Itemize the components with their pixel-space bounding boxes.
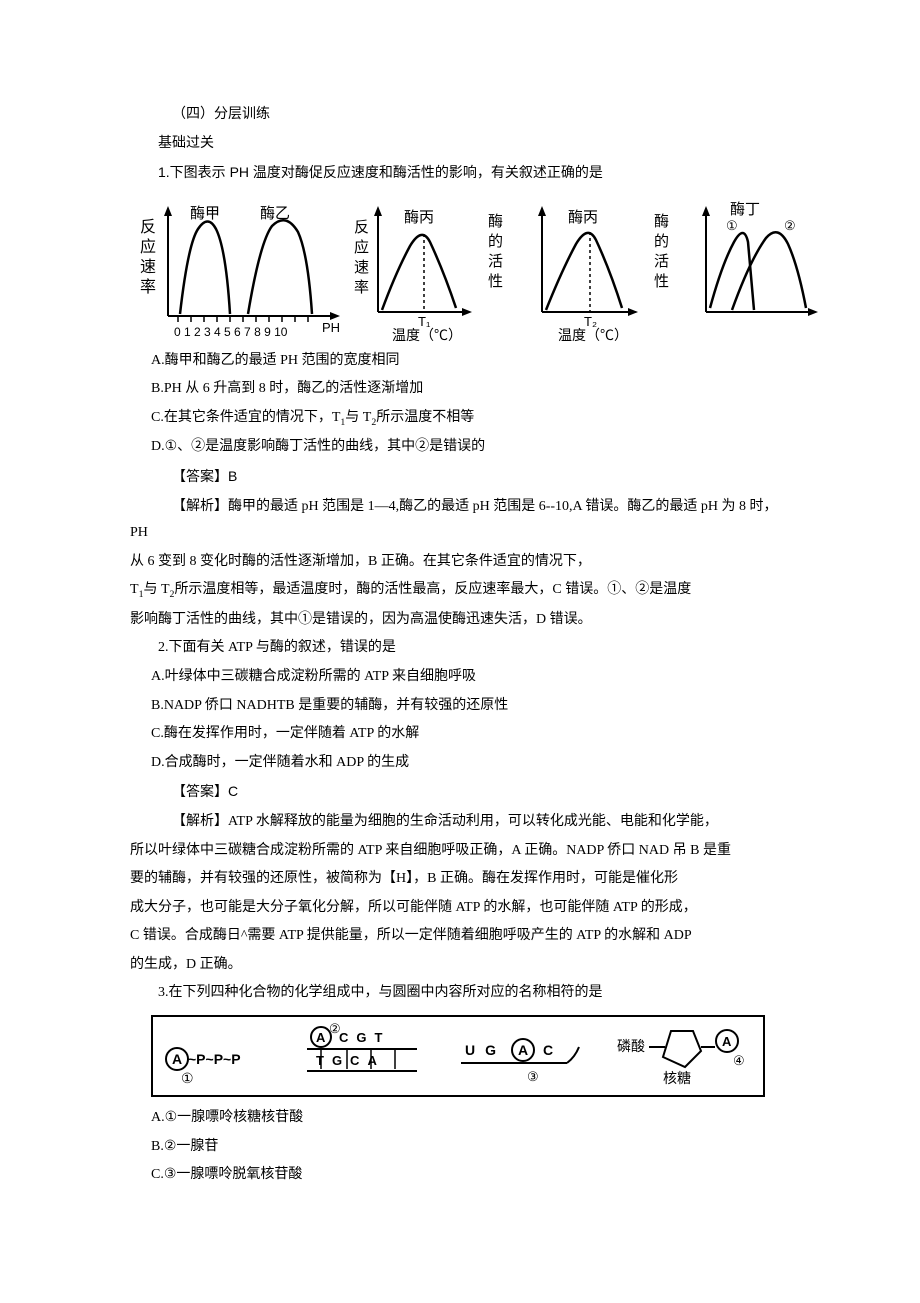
svg-text:活: 活 — [488, 253, 503, 270]
svg-text:酶丁: 酶丁 — [730, 201, 760, 218]
q2-optB: B.NADP 侨口 NADHTB 是重要的辅酶，并有较强的还原性 — [130, 693, 790, 720]
q3-optA: A.①一腺嘌呤核糖核苷酸 — [130, 1105, 790, 1132]
svg-text:性: 性 — [654, 273, 669, 290]
q3-panel1: A ~P~P~P ① — [161, 1021, 271, 1091]
q1-stem: 1.下图表示 PH 温度对酶促反应速度和酶活性的影响，有关叙述正确的是 — [130, 159, 790, 188]
svg-text:酶: 酶 — [654, 213, 669, 230]
q2-answer: 【答案】C — [130, 778, 790, 807]
svg-text:核糖: 核糖 — [663, 1071, 691, 1087]
q3-panel4: 磷酸 A 核糖 ④ — [615, 1021, 755, 1091]
svg-text:的: 的 — [654, 233, 669, 250]
q2-optA: A.叶绿体中三碳糖合成淀粉所需的 ATP 来自细胞呼吸 — [130, 664, 790, 691]
svg-text:活: 活 — [654, 253, 669, 270]
svg-text:~P~P~P: ~P~P~P — [188, 1051, 241, 1067]
q1-optA: A.酶甲和酶乙的最适 PH 范围的宽度相同 — [130, 348, 790, 375]
subsection-header: 基础过关 — [130, 131, 790, 158]
svg-text:C: C — [543, 1042, 553, 1058]
chart-enzyme-ding: 酶丁 ① ② — [688, 194, 828, 344]
q1-explain-3: T1与 T2所示温度相等，最适温度时，酶的活性最高，反应速率最大，C 错误。①、… — [130, 577, 790, 604]
chart1-series2-label: 酶乙 — [260, 205, 290, 222]
svg-text:的: 的 — [488, 233, 503, 250]
svg-text:A: A — [172, 1051, 182, 1067]
svg-text:A: A — [518, 1042, 528, 1058]
svg-text:T₁: T₁ — [418, 314, 431, 329]
q1-explain-2: 从 6 变到 8 变化时酶的活性逐渐增加，B 正确。在其它条件适宜的情况下， — [130, 549, 790, 576]
q3-optC: C.③一腺嘌呤脱氧核苷酸 — [130, 1162, 790, 1189]
q2-explain-3: 要的辅酶，并有较强的还原性，被简称为【H】，B 正确。酶在发挥作用时，可能是催化… — [130, 866, 790, 893]
q1-optC: C.在其它条件适宜的情况下，T1与 T2所示温度不相等 — [130, 405, 790, 432]
q2-stem: 2.下面有关 ATP 与酶的叙述，错误的是 — [130, 635, 790, 662]
svg-text:②: ② — [784, 218, 796, 233]
q1-optD: D.①、②是温度影响酶丁活性的曲线，其中②是错误的 — [130, 434, 790, 461]
svg-text:速: 速 — [140, 258, 156, 276]
svg-text:率: 率 — [140, 278, 156, 296]
svg-text:速: 速 — [354, 259, 369, 276]
q2-explain-1: 【解析】ATP 水解释放的能量为细胞的生命活动利用，可以转化成光能、电能和化学能… — [130, 809, 790, 836]
chart-ph-two-curves: 酶甲 酶乙 反 应 速 率 0 1 2 3 4 5 6 7 8 9 10 PH — [130, 194, 348, 344]
svg-text:应: 应 — [354, 238, 369, 256]
svg-text:①: ① — [726, 218, 738, 233]
q1-explain-1: 【解析】酶甲的最适 pH 范围是 1—4,酶乙的最适 pH 范围是 6--10,… — [130, 494, 790, 547]
chart-temp-t1: 反 应 速 率 酶丙 T₁ 温度（℃） 酶 的 活 性 — [348, 194, 520, 344]
svg-text:③: ③ — [527, 1069, 539, 1084]
svg-text:温度（℃）: 温度（℃） — [558, 328, 628, 344]
chart1-series1-label: 酶甲 — [190, 205, 220, 222]
q3-optB: B.②一腺苷 — [130, 1134, 790, 1161]
svg-text:率: 率 — [354, 279, 369, 296]
q1-answer: 【答案】B — [130, 463, 790, 492]
svg-text:酶: 酶 — [488, 213, 503, 230]
svg-text:PH: PH — [322, 320, 340, 335]
q3-panel2: A CGT TGCA ② — [299, 1021, 429, 1091]
q2-optD: D.合成酶时，一定伴随着水和 ADP 的生成 — [130, 750, 790, 777]
svg-text:酶丙: 酶丙 — [404, 209, 434, 226]
q2-optC: C.酶在发挥作用时，一定伴随着 ATP 的水解 — [130, 721, 790, 748]
q3-panel3: UG A C ③ — [457, 1021, 587, 1091]
q2-explain-4: 成大分子，也可能是大分子氧化分解，所以可能伴随 ATP 的水解，也可能伴随 AT… — [130, 895, 790, 922]
svg-text:温度（℃）: 温度（℃） — [392, 328, 462, 344]
document-page: （四）分层训练 基础过关 1.下图表示 PH 温度对酶促反应速度和酶活性的影响，… — [0, 0, 920, 1251]
svg-text:反: 反 — [140, 218, 156, 236]
svg-text:A: A — [722, 1034, 732, 1049]
q3-figure: A ~P~P~P ① A CGT TGCA ② UG — [151, 1015, 765, 1097]
svg-text:②: ② — [329, 1021, 341, 1036]
q1-optB: B.PH 从 6 升高到 8 时，酶乙的活性逐渐增加 — [130, 376, 790, 403]
svg-text:性: 性 — [488, 273, 503, 290]
q2-explain-5: C 错误。合成酶日^需要 ATP 提供能量，所以一定伴随着细胞呼吸产生的 ATP… — [130, 923, 790, 950]
svg-text:磷酸: 磷酸 — [617, 1039, 645, 1055]
svg-text:④: ④ — [733, 1053, 745, 1068]
q1-explain-4: 影响酶丁活性的曲线，其中①是错误的，因为高温使酶迅速失活，D 错误。 — [130, 607, 790, 634]
q2-explain-6: 的生成，D 正确。 — [130, 952, 790, 979]
section-header: （四）分层训练 — [130, 102, 790, 129]
q1-charts: 酶甲 酶乙 反 应 速 率 0 1 2 3 4 5 6 7 8 9 10 PH … — [130, 194, 790, 344]
svg-text:TGCA: TGCA — [316, 1053, 385, 1068]
svg-text:0 1 2 3 4 5 6 7 8 9 10: 0 1 2 3 4 5 6 7 8 9 10 — [174, 325, 288, 339]
svg-text:A: A — [316, 1030, 326, 1045]
svg-text:酶丙: 酶丙 — [568, 209, 598, 226]
svg-text:CGT: CGT — [339, 1030, 390, 1045]
svg-text:T₂: T₂ — [584, 314, 597, 329]
chart-temp-t2: 酶丙 T₂ 温度（℃） 酶 的 活 性 — [520, 194, 688, 344]
svg-text:①: ① — [181, 1072, 194, 1087]
q3-stem: 3.在下列四种化合物的化学组成中，与圆圈中内容所对应的名称相符的是 — [130, 980, 790, 1007]
svg-text:反: 反 — [354, 219, 369, 236]
q2-explain-2: 所以叶绿体中三碳糖合成淀粉所需的 ATP 来自细胞呼吸正确，A 正确。NADP … — [130, 838, 790, 865]
svg-text:应: 应 — [140, 237, 156, 256]
svg-text:UG: UG — [465, 1042, 506, 1058]
